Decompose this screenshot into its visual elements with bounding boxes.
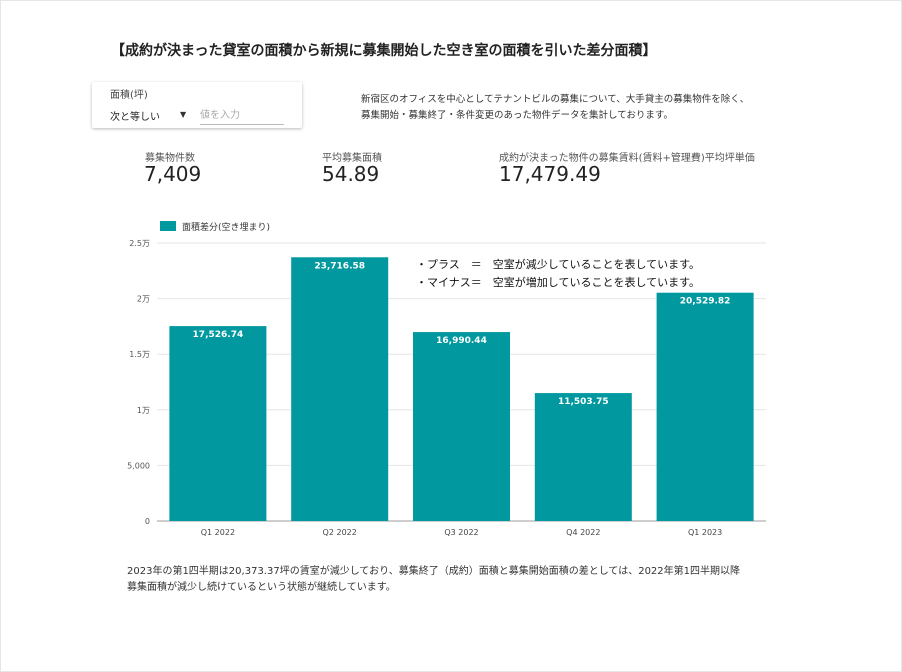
y-tick-label-3: 1.5万 xyxy=(129,350,150,359)
data-label-q4-2022: 11,503.75 xyxy=(558,397,609,407)
legend-swatch xyxy=(160,221,176,231)
y-tick-label-2: 1万 xyxy=(137,406,150,415)
y-tick-label-1: 5,000 xyxy=(127,461,150,470)
summary-caption-line-1: 2023年の第1四半期は20,373.37坪の賃室が減少しており、募集終了（成約… xyxy=(127,566,741,577)
x-tick-label-q1-2022: Q1 2022 xyxy=(201,528,235,537)
annotation-plus: ・プラス ＝ 空室が減少していることを表しています。 xyxy=(416,257,700,271)
chart-tick-labels: 0 5,000 1万 1.5万 2万 2.5万 Q1 2022 Q2 2022 Q3 2022 Q… xyxy=(127,239,722,537)
description-line-1: 新宿区のオフィスを中心としてテナントビルの募集について、大手貸主の募集物件を除く… xyxy=(361,94,750,105)
chart-bars: 17,526.74 23,716.58 16,990.44 11,503.75 20,5… xyxy=(169,257,754,521)
kpi-average-unit-rent-label: 成約が決まった物件の募集賃料(賃料+管理費)平均坪単価 xyxy=(499,153,755,164)
summary-caption-line-2: 募集面積が減少し続けているという状態が継続しています。 xyxy=(127,582,396,593)
bar-q4-2022[interactable] xyxy=(534,393,632,521)
x-tick-label-q2-2022: Q2 2022 xyxy=(323,528,357,537)
kpi-average-area-label: 平均募集面積 xyxy=(322,153,382,164)
caret-down-icon: ▼ xyxy=(180,110,187,119)
filter-label: 面積(坪) xyxy=(110,90,148,101)
bar-q2-2022[interactable] xyxy=(291,257,389,521)
kpi-listing-count-label: 募集物件数 xyxy=(145,153,195,164)
filter-value-input[interactable] xyxy=(200,106,284,125)
kpi-average-area-value: 54.89 xyxy=(322,162,380,186)
y-tick-label-4: 2万 xyxy=(137,295,150,304)
chart-annotations: ・プラス ＝ 空室が減少していることを表しています。 ・マイナス＝ 空室が増加し… xyxy=(416,257,700,289)
data-label-q1-2023: 20,529.82 xyxy=(680,297,731,307)
x-tick-label-q3-2022: Q3 2022 xyxy=(444,528,478,537)
description-line-2: 募集開始・募集終了・条件変更のあった物件データを集計しております。 xyxy=(361,110,673,121)
page-title: 【成約が決まった貸室の面積から新規に募集開始した空き室の面積を引いた差分面積】 xyxy=(111,43,657,59)
bar-q1-2023[interactable] xyxy=(656,292,754,521)
x-tick-label-q4-2022: Q4 2022 xyxy=(566,528,600,537)
data-label-q1-2022: 17,526.74 xyxy=(193,330,244,340)
data-label-q2-2022: 23,716.58 xyxy=(314,261,365,271)
y-tick-label-5: 2.5万 xyxy=(129,239,150,248)
data-label-q3-2022: 16,990.44 xyxy=(436,336,487,346)
kpi-average-unit-rent-value: 17,479.49 xyxy=(499,162,601,186)
filter-operator-dropdown[interactable]: 次と等しい ▼ xyxy=(110,108,190,126)
kpi-listing-count-value: 7,409 xyxy=(144,162,202,186)
area-filter-control[interactable]: 面積(坪) 次と等しい ▼ xyxy=(92,82,302,128)
x-tick-label-q1-2023: Q1 2023 xyxy=(688,528,722,537)
legend-label: 面積差分(空き埋まり) xyxy=(182,221,270,233)
bar-q3-2022[interactable] xyxy=(413,332,510,521)
filter-operator-value: 次と等しい xyxy=(110,112,160,123)
bar-q1-2022[interactable] xyxy=(169,326,267,521)
y-tick-label-0: 0 xyxy=(145,517,150,526)
annotation-minus: ・マイナス＝ 空室が増加していることを表しています。 xyxy=(416,275,700,289)
chart-legend[interactable]: 面積差分(空き埋まり) xyxy=(160,221,270,233)
